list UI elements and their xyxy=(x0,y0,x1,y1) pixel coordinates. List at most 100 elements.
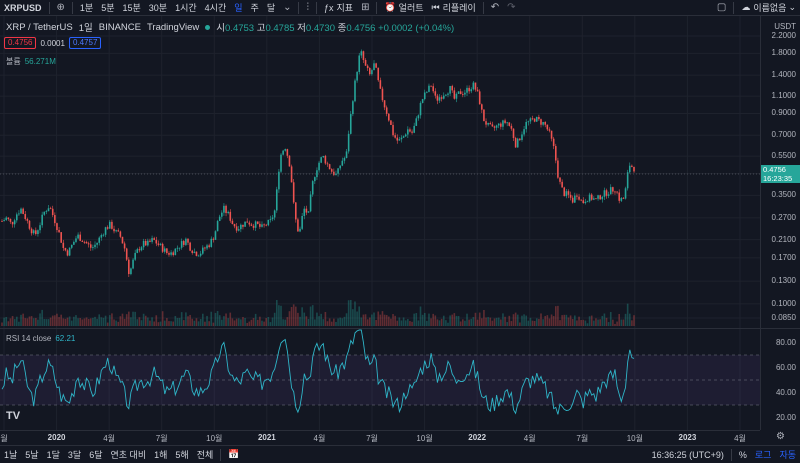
candle-body xyxy=(381,88,384,101)
volume-bar xyxy=(620,319,623,326)
interval-option[interactable]: 1시간 xyxy=(175,3,197,13)
volume-bar xyxy=(481,318,483,326)
price-axis[interactable]: USDT 2.2000 1.8000 1.4000 1.1000 0.9000 0.700… xyxy=(760,16,800,430)
currency-label[interactable]: USDT xyxy=(774,22,796,31)
interval-option[interactable]: 달 xyxy=(266,3,276,13)
interval-option[interactable]: 4시간 xyxy=(204,3,227,13)
candle-body xyxy=(68,247,71,256)
volume-bar xyxy=(121,313,124,326)
time-axis[interactable]: 월 2020 4월 7월 10월 2021 4월 7월 10월 2022 4월 7월 10월 2023 4월 xyxy=(0,430,760,444)
volume-bar xyxy=(569,315,572,326)
sell-button[interactable]: 0.4756 xyxy=(4,37,37,49)
volume-bar xyxy=(9,318,12,326)
candle-body xyxy=(15,214,18,221)
volume-bar xyxy=(197,321,200,326)
candle-body xyxy=(26,218,29,221)
candle-body xyxy=(231,220,234,225)
auto-scale-toggle[interactable]: 자동 xyxy=(779,450,796,460)
volume-bar xyxy=(248,321,251,326)
interval-option[interactable]: 일 xyxy=(234,3,243,13)
clock-timezone-button[interactable]: 16:36:25 (UTC+9) xyxy=(651,449,724,460)
candle-body xyxy=(379,80,382,89)
volume-bar xyxy=(193,320,196,326)
indicators-button[interactable]: ƒx 지표 xyxy=(320,0,357,16)
time-tick-label: 7월 xyxy=(366,434,378,443)
candle-body xyxy=(354,80,356,102)
candle-body xyxy=(352,101,354,115)
volume-bar xyxy=(523,314,525,326)
volume-bar xyxy=(597,319,599,326)
layout-name-button[interactable]: ☁ 이름없음 ⌄ xyxy=(737,0,800,16)
range-option[interactable]: 5해 xyxy=(175,450,189,460)
buy-button[interactable]: 0.4757 xyxy=(68,37,102,49)
range-option[interactable]: 1날 xyxy=(4,450,18,460)
candle-body xyxy=(588,194,591,202)
interval-option[interactable]: 5분 xyxy=(101,3,115,13)
range-option[interactable]: 전체 xyxy=(196,450,214,460)
candle-body xyxy=(119,231,122,237)
time-tick-label: 4월 xyxy=(734,434,746,443)
candle-body xyxy=(49,208,52,210)
symbol-search-button[interactable]: XRPUSD xyxy=(4,2,42,13)
low-label: 저 xyxy=(297,23,306,34)
alert-button[interactable]: ⏰ 얼러트 xyxy=(380,0,427,16)
candle-body xyxy=(491,124,494,127)
range-option[interactable]: 5날 xyxy=(25,450,39,460)
range-option[interactable]: 연초 대비 xyxy=(110,450,147,460)
candle-body xyxy=(586,201,589,203)
layout-square-icon[interactable]: ▢ xyxy=(716,2,727,13)
candle-body xyxy=(193,251,196,253)
candle-body xyxy=(170,252,172,255)
chart-type-icon[interactable]: ⫶ xyxy=(306,2,309,13)
volume-bar xyxy=(111,313,113,326)
interval-option[interactable]: 주 xyxy=(250,3,259,13)
tradingview-logo[interactable]: TV xyxy=(6,410,21,422)
volume-bar xyxy=(157,322,160,326)
candle-body xyxy=(11,221,14,225)
undo-icon[interactable]: ↶ xyxy=(490,2,500,13)
log-scale-toggle[interactable]: 로그 xyxy=(754,450,772,460)
rsi-pane-separator[interactable] xyxy=(0,328,800,329)
volume-bar xyxy=(254,313,257,326)
candle-body xyxy=(474,82,477,90)
range-option[interactable]: 1달 xyxy=(46,450,60,460)
time-tick-label: 월 xyxy=(0,434,8,443)
volume-bar xyxy=(187,316,189,326)
volume-bar xyxy=(489,317,492,326)
volume-bar xyxy=(210,311,213,326)
volume-bar xyxy=(32,318,35,326)
candle-body xyxy=(377,67,380,81)
candle-body xyxy=(493,126,496,128)
axis-settings-gear-icon[interactable]: ⚙ xyxy=(776,431,785,442)
volume-bar xyxy=(455,315,458,326)
candle-body xyxy=(100,235,103,238)
range-option[interactable]: 6달 xyxy=(89,450,103,460)
candle-body xyxy=(599,195,601,200)
volume-bar xyxy=(586,323,589,326)
price-chart[interactable] xyxy=(0,16,760,430)
volume-bar xyxy=(134,311,136,326)
candle-body xyxy=(54,215,56,224)
price-tick-label: 0.9000 xyxy=(771,108,796,118)
compare-add-icon[interactable]: ⊕ xyxy=(56,2,65,13)
candle-body xyxy=(172,252,175,256)
interval-option[interactable]: 1분 xyxy=(79,3,94,13)
interval-dropdown-chevron-icon[interactable]: ⌄ xyxy=(283,2,292,13)
candle-body xyxy=(1,221,3,222)
candle-body xyxy=(295,202,297,220)
range-option[interactable]: 3달 xyxy=(67,450,82,460)
goto-date-icon[interactable]: 📅 xyxy=(228,449,240,459)
volume-bar xyxy=(453,313,456,326)
range-option[interactable]: 1해 xyxy=(154,450,168,460)
interval-option[interactable]: 30분 xyxy=(148,3,168,13)
legend-symbol-title[interactable]: XRP / TetherUS xyxy=(6,21,73,33)
volume-bar xyxy=(140,320,143,326)
volume-bar xyxy=(13,319,16,326)
redo-icon[interactable]: ↷ xyxy=(507,2,516,13)
volume-bar xyxy=(582,319,585,326)
percent-scale-toggle[interactable]: % xyxy=(738,449,747,460)
volume-bar xyxy=(373,312,375,326)
interval-option[interactable]: 15분 xyxy=(122,3,141,13)
templates-grid-icon[interactable]: ⊞ xyxy=(361,2,370,13)
replay-button[interactable]: ⏮ 리플레이 xyxy=(428,0,480,16)
